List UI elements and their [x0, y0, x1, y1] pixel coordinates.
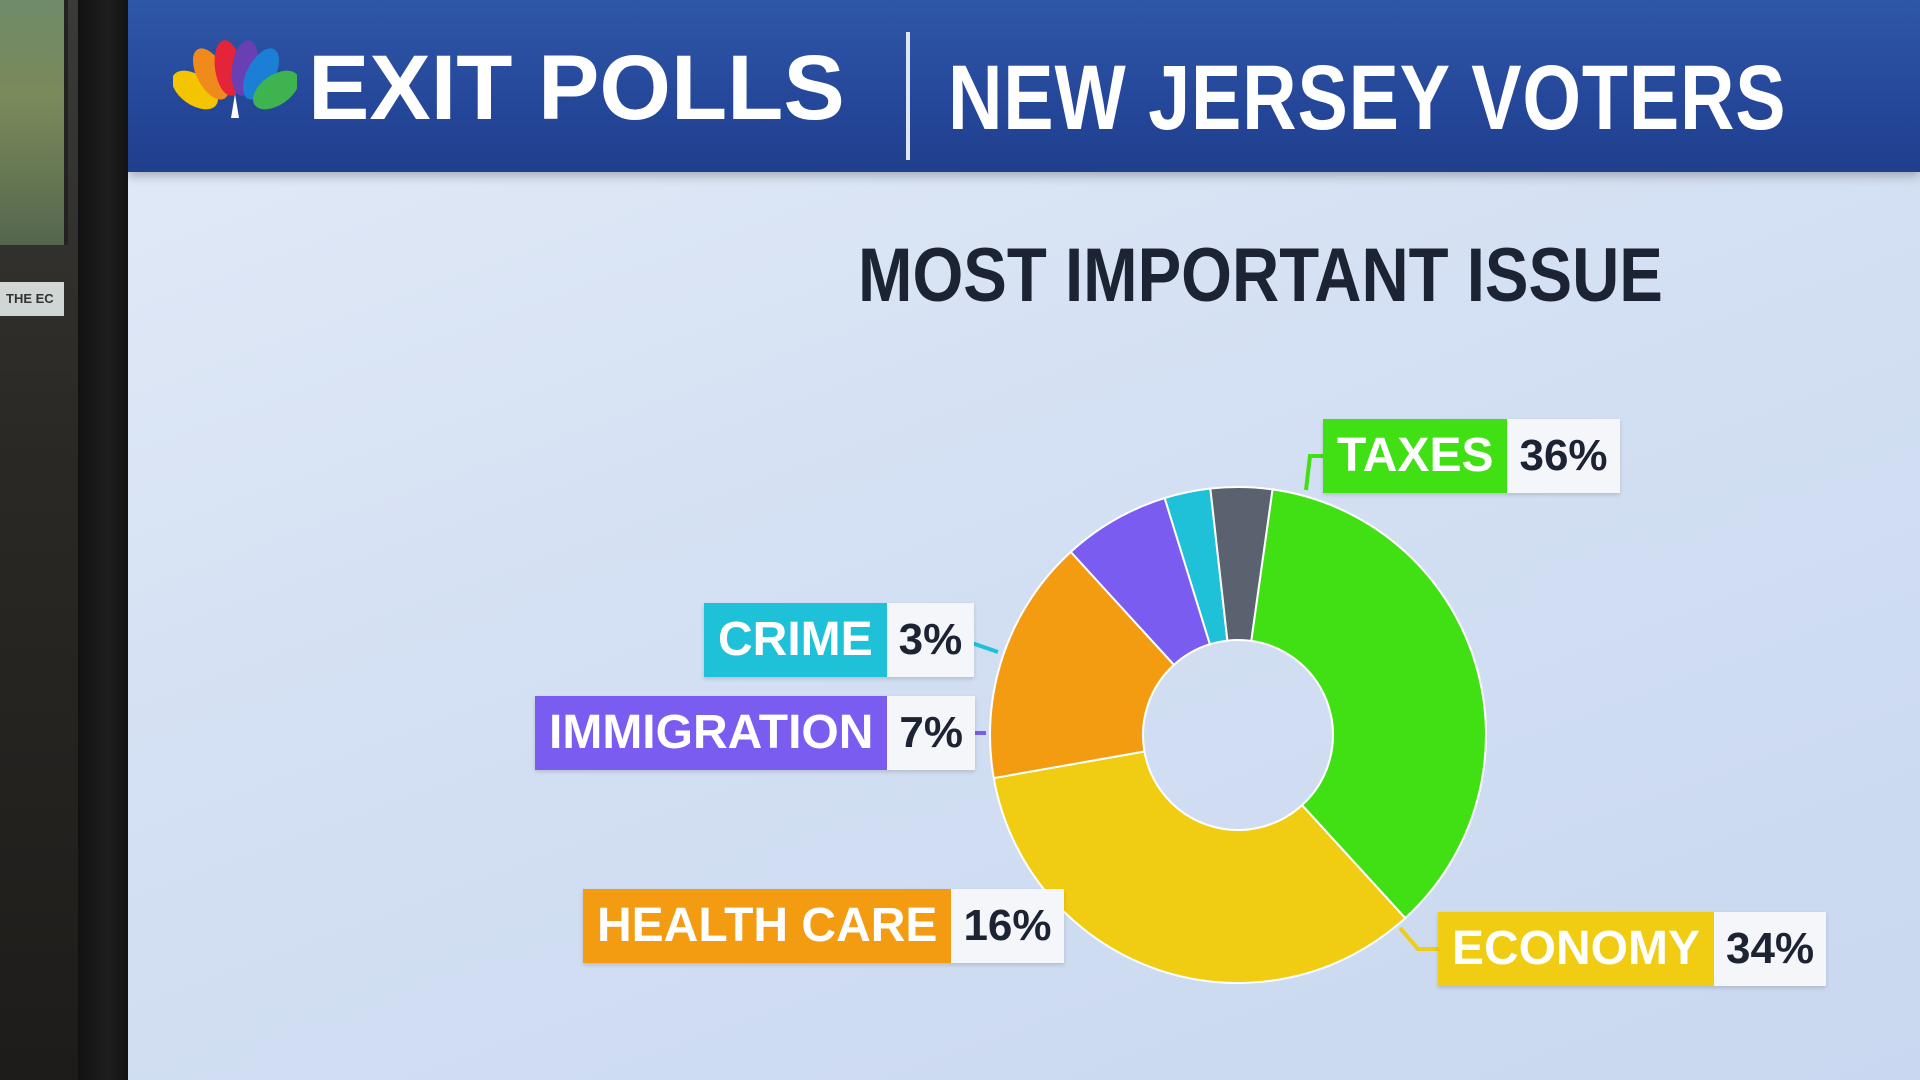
callout-value: 3% — [886, 603, 975, 677]
callout-crime: CRIME 3% — [704, 603, 975, 677]
callout-health-care: HEALTH CARE 16% — [583, 889, 1064, 963]
side-monitor-ticker: THE EC — [0, 282, 64, 316]
brand-title: EXIT POLLS — [308, 37, 845, 139]
leader-economy — [1398, 926, 1438, 951]
header-bar: EXIT POLLS NEW JERSEY VOTERS — [128, 0, 1920, 172]
callout-label: HEALTH CARE — [583, 889, 952, 963]
callout-label: CRIME — [704, 603, 887, 677]
callout-label: ECONOMY — [1438, 912, 1715, 986]
slice-economy — [992, 750, 1407, 984]
slice-health-care — [989, 550, 1176, 780]
leader-taxes — [1304, 454, 1323, 491]
callout-value: 36% — [1507, 419, 1620, 493]
slice-taxes — [1250, 488, 1487, 920]
callout-immigration: IMMIGRATION 7% — [535, 696, 975, 770]
callout-label: TAXES — [1323, 419, 1508, 493]
callout-taxes: TAXES 36% — [1323, 419, 1620, 493]
chart-title: MOST IMPORTANT ISSUE — [858, 233, 1663, 318]
side-monitor: THE EC — [0, 0, 68, 316]
display-screen: EXIT POLLS NEW JERSEY VOTERS MOST IMPORT… — [128, 0, 1920, 1080]
callout-label: IMMIGRATION — [535, 696, 888, 770]
peacock-logo-icon — [173, 40, 297, 118]
header-divider — [906, 32, 910, 160]
callout-value: 16% — [951, 889, 1064, 963]
slice-other — [1209, 486, 1274, 643]
donut-chart — [931, 454, 1487, 984]
callout-value: 34% — [1714, 912, 1827, 986]
header-title: NEW JERSEY VOTERS — [948, 47, 1787, 149]
callout-economy: ECONOMY 34% — [1438, 912, 1827, 986]
callout-value: 7% — [887, 696, 975, 770]
